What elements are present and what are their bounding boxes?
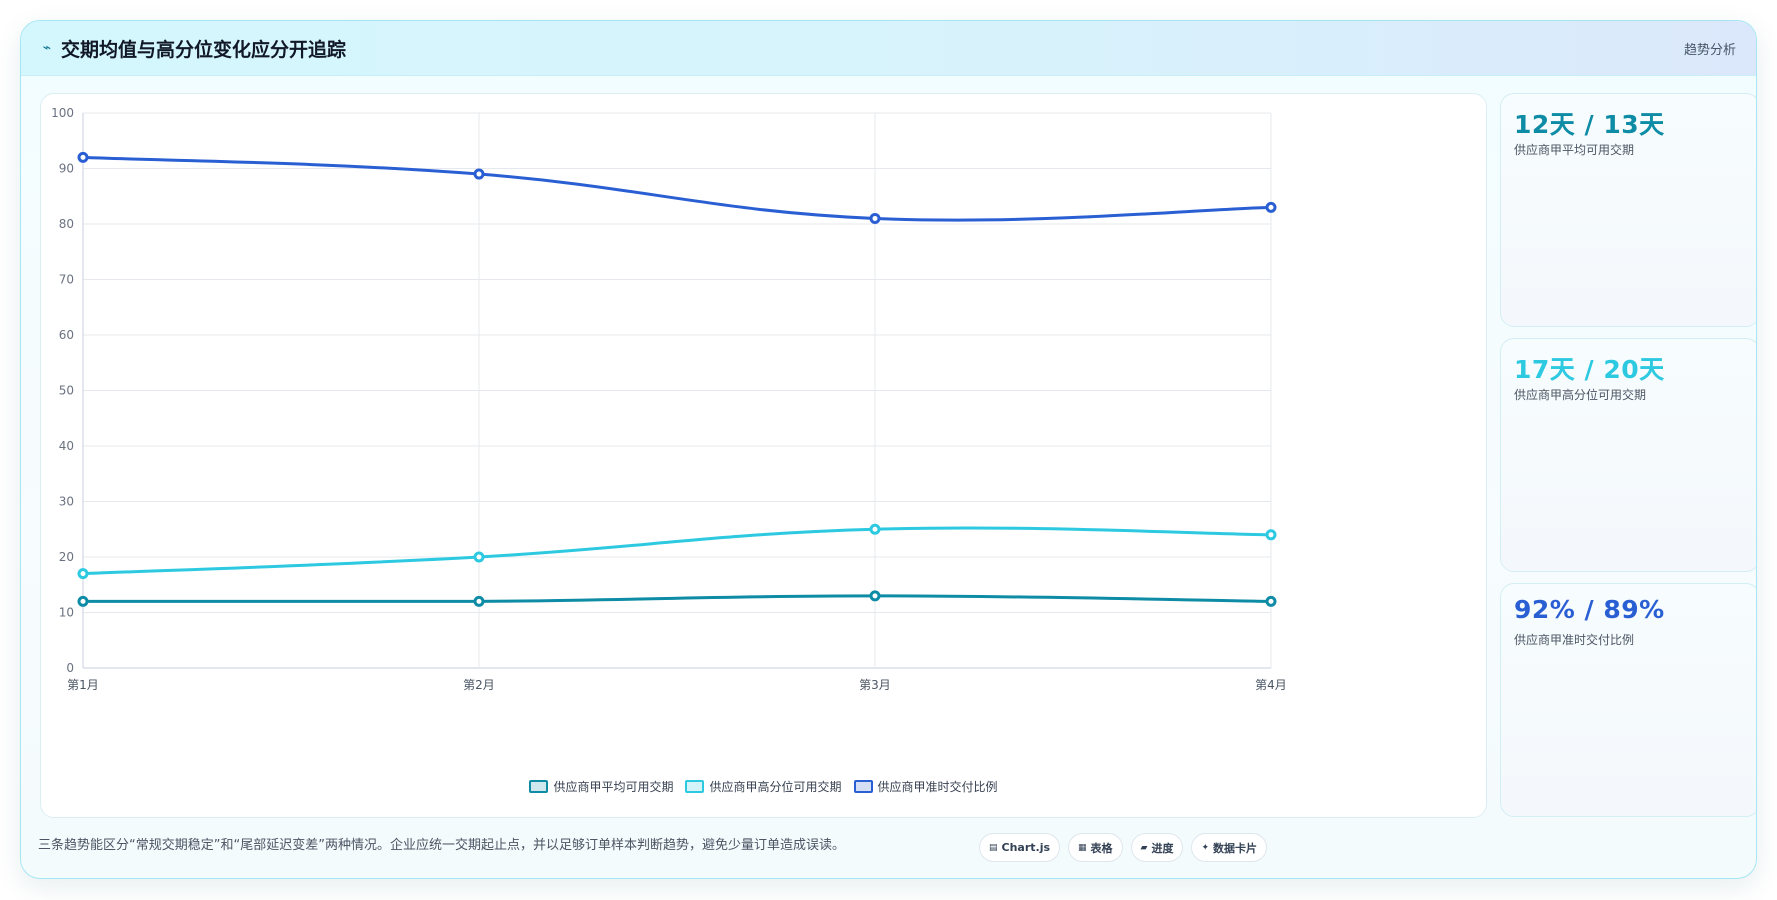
- data-point: [1265, 595, 1277, 607]
- legend-item[interactable]: 供应商甲准时交付比例: [853, 778, 998, 795]
- x-tick-label: 第1月: [67, 678, 99, 692]
- y-tick-label: 50: [59, 384, 74, 398]
- stat-value: 17天 / 20天: [1514, 355, 1665, 384]
- legend-label: 供应商甲高分位可用交期: [709, 780, 842, 794]
- chip-table[interactable]: ▦ 表格: [1068, 833, 1123, 862]
- y-tick-label: 40: [59, 439, 74, 453]
- data-point: [473, 551, 485, 563]
- chip-progress[interactable]: ▰ 进度: [1130, 833, 1184, 862]
- series-line: [81, 155, 1273, 222]
- stat-label: 供应商甲平均可用交期: [1514, 143, 1635, 157]
- line-chart-panel: 0 10 20 30 40 50 60 70 80 90 100 第1月 第2月 第3月 第4月 供应商甲平…: [40, 93, 1487, 818]
- data-point: [473, 168, 485, 180]
- stat-label: 供应商甲准时交付比例: [1514, 633, 1635, 647]
- legend-swatch: [685, 780, 705, 793]
- pulse-icon: ⌁: [42, 40, 52, 56]
- data-point: [869, 212, 881, 224]
- chart-legend: 供应商甲平均可用交期 供应商甲高分位可用交期 供应商甲准时交付比例: [41, 778, 1486, 795]
- stat-card-avg: 12天 / 13天 供应商甲平均可用交期: [1500, 93, 1756, 327]
- y-tick-label: 100: [51, 106, 74, 120]
- data-point: [77, 595, 89, 607]
- chip-chartjs[interactable]: ▤ Chart.js: [979, 833, 1061, 862]
- stat-value: 12天 / 13天: [1514, 110, 1665, 139]
- x-tick-label: 第4月: [1255, 678, 1287, 692]
- data-point: [473, 595, 485, 607]
- x-tick-label: 第2月: [463, 678, 495, 692]
- legend-item[interactable]: 供应商甲高分位可用交期: [685, 778, 842, 795]
- data-point: [77, 151, 89, 163]
- y-tick-label: 10: [59, 606, 74, 620]
- data-point: [869, 590, 881, 602]
- chip-data-card[interactable]: ✦ 数据卡片: [1191, 833, 1268, 862]
- y-tick-label: 70: [59, 273, 74, 287]
- chip-label: 进度: [1151, 841, 1174, 855]
- footer-note: 三条趋势能区分“常规交期稳定”和“尾部延迟变差”两种情况。企业应统一交期起止点，…: [38, 838, 845, 853]
- data-point: [77, 568, 89, 580]
- table-icon: ▦: [1078, 842, 1087, 853]
- section-tag: 趋势分析: [1683, 43, 1736, 58]
- data-point: [1265, 529, 1277, 541]
- chip-label: Chart.js: [1001, 841, 1051, 854]
- legend-swatch: [853, 780, 873, 793]
- y-tick-label: 0: [66, 661, 74, 675]
- chip-label: 数据卡片: [1213, 841, 1258, 855]
- x-tick-label: 第3月: [859, 678, 891, 692]
- card-title: 交期均值与高分位变化应分开追踪: [61, 39, 347, 61]
- data-point: [869, 523, 881, 535]
- stat-value: 92% / 89%: [1514, 595, 1665, 624]
- legend-label: 供应商甲平均可用交期: [553, 780, 674, 794]
- y-tick-label: 80: [59, 217, 74, 231]
- chart-icon: ▤: [989, 842, 998, 853]
- line-chart: 0 10 20 30 40 50 60 70 80 90 100 第1月 第2月 第3月 第4月: [51, 106, 1287, 692]
- y-tick-label: 60: [59, 328, 74, 342]
- y-tick-label: 90: [59, 162, 74, 176]
- chip-label: 表格: [1090, 841, 1113, 855]
- stat-card-high-percentile: 17天 / 20天 供应商甲高分位可用交期: [1500, 338, 1756, 572]
- card-icon: ✦: [1201, 842, 1210, 853]
- legend-item[interactable]: 供应商甲平均可用交期: [529, 778, 673, 795]
- progress-icon: ▰: [1140, 842, 1148, 853]
- card-header: ⌁ 交期均值与高分位变化应分开追踪 趋势分析: [21, 21, 1756, 76]
- series-line: [81, 526, 1273, 576]
- tech-chips: ▤ Chart.js ▦ 表格 ▰ 进度 ✦ 数据卡片: [979, 833, 1268, 862]
- legend-label: 供应商甲准时交付比例: [877, 780, 998, 794]
- data-point: [1265, 201, 1277, 213]
- series-line: [81, 594, 1273, 604]
- y-tick-label: 30: [59, 495, 74, 509]
- y-tick-label: 20: [59, 550, 74, 564]
- trend-card: ⌁ 交期均值与高分位变化应分开追踪 趋势分析 0 10 20 30 40 50 60 70 80…: [20, 20, 1757, 879]
- stat-label: 供应商甲高分位可用交期: [1514, 388, 1647, 402]
- stat-card-ontime: 92% / 89% 供应商甲准时交付比例: [1500, 583, 1756, 817]
- legend-swatch: [529, 780, 549, 793]
